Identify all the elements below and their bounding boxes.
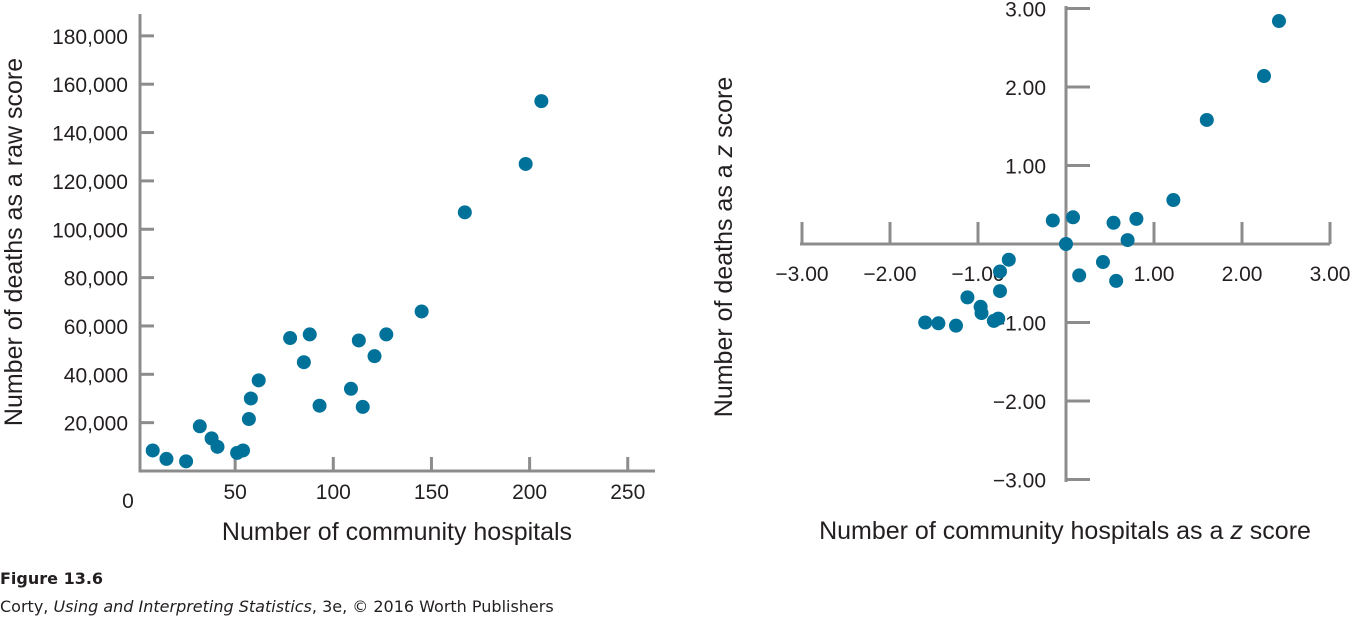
data-point [236,443,251,458]
data-point [974,306,989,321]
right-y-tick-label: −1.00 [993,313,1046,336]
data-point [1001,252,1016,267]
right-y-tick-label: −3.00 [993,470,1046,493]
data-point [351,333,366,348]
data-point [991,311,1006,326]
data-point [210,439,225,454]
data-point [949,318,963,333]
left-x-tick-label: 50 [223,481,246,504]
right-y-label-suffix: score [710,77,738,145]
data-point [1166,193,1181,208]
right-x-label-var: z [1229,517,1243,545]
left-y-tick-label: 100,000 [52,219,128,242]
left-data-points [145,94,549,469]
data-point [192,419,207,434]
data-point [993,284,1007,299]
data-point [1059,237,1073,251]
right-x-tick-label: −1.00 [951,263,1004,286]
left-x-tick-label: 150 [414,481,449,504]
data-point [1109,273,1124,288]
credit-prefix: Corty, [0,597,54,616]
data-point [312,398,327,413]
data-point [1095,255,1110,270]
data-point [1271,14,1286,29]
right-y-tick-label: 1.00 [1005,156,1046,179]
data-point [931,316,946,331]
left-y-tick-label: 160,000 [52,74,128,97]
data-point [379,327,394,342]
data-point [283,331,298,346]
left-y-tick-label: 140,000 [52,123,128,146]
data-point [918,315,933,330]
data-point [1199,112,1214,127]
credit-book-title: Using and Interpreting Statistics [53,597,312,616]
right-tick-labels: −3.00 −2.00 −1.00 1.00 2.00 3.00 3.00 2.00 1.00 −… [775,0,1350,493]
left-y-axis-label: Number of deaths as a raw score [0,58,28,426]
left-axes [138,14,655,473]
right-data-points [918,14,1286,333]
data-point [179,454,194,469]
data-point [414,304,429,319]
right-x-tick-label: 3.00 [1310,263,1350,286]
left-origin-label: 0 [122,490,134,513]
left-y-tick-label: 40,000 [64,364,128,387]
left-y-tick-label: 20,000 [64,413,128,436]
data-point [1106,215,1121,230]
data-point [302,327,317,342]
data-point [960,290,975,305]
right-y-label-prefix: Number of deaths as a [710,157,738,417]
right-x-tick-label: −3.00 [775,263,828,286]
data-point [993,264,1007,279]
data-point [243,391,258,406]
left-y-tick-label: 180,000 [52,26,128,49]
left-x-tick-label: 250 [610,481,645,504]
data-point [159,451,174,466]
right-x-tick-label: −2.00 [863,263,916,286]
left-y-tick-label: 80,000 [64,268,128,291]
data-point [251,373,266,388]
data-point [1257,69,1271,84]
left-x-tick-label: 100 [316,481,351,504]
data-point [367,349,382,364]
z-score-scatterplot: −3.00 −2.00 −1.00 1.00 2.00 3.00 3.00 2.00 1.00 −… [710,0,1350,545]
data-point [145,443,160,458]
figure-13-6: 50 100 150 200 250 20,000 40,000 60,000 80,000 10… [0,0,1350,546]
data-point [534,94,549,109]
right-x-tick-label: 1.00 [1134,263,1175,286]
figure-credit: Corty, Using and Interpreting Statistics… [0,597,554,616]
data-point [1072,268,1087,283]
data-point [1045,213,1060,228]
data-point [296,355,311,370]
raw-score-scatterplot: 50 100 150 200 250 20,000 40,000 60,000 80,000 10… [0,14,655,546]
left-y-tick-label: 60,000 [64,316,128,339]
right-x-axis-label: Number of community hospitals as a z sco… [819,517,1311,545]
right-y-tick-label: 3.00 [1005,0,1046,22]
data-point [241,412,256,427]
left-tick-labels: 50 100 150 200 250 20,000 40,000 60,000 80,000 10… [52,26,645,504]
left-x-tick-label: 200 [512,481,547,504]
right-y-tick-label: 2.00 [1005,77,1046,100]
data-point [457,205,472,220]
data-point [518,156,533,171]
right-x-tick-label: 2.00 [1222,263,1263,286]
data-point [1066,210,1081,225]
data-point [1129,211,1144,226]
right-y-tick-label: −2.00 [993,391,1046,414]
right-y-axis-label: Number of deaths as a z score [710,77,738,417]
data-point [343,381,358,396]
left-y-tick-label: 120,000 [52,171,128,194]
figure-label: Figure 13.6 [0,569,104,588]
right-x-label-suffix: score [1243,517,1311,545]
right-y-label-var: z [710,144,738,158]
right-x-label-prefix: Number of community hospitals as a [819,517,1230,545]
credit-suffix: , 3e, © 2016 Worth Publishers [311,597,554,616]
left-x-axis-label: Number of community hospitals [222,518,572,546]
data-point [1120,233,1135,248]
data-point [355,399,370,414]
